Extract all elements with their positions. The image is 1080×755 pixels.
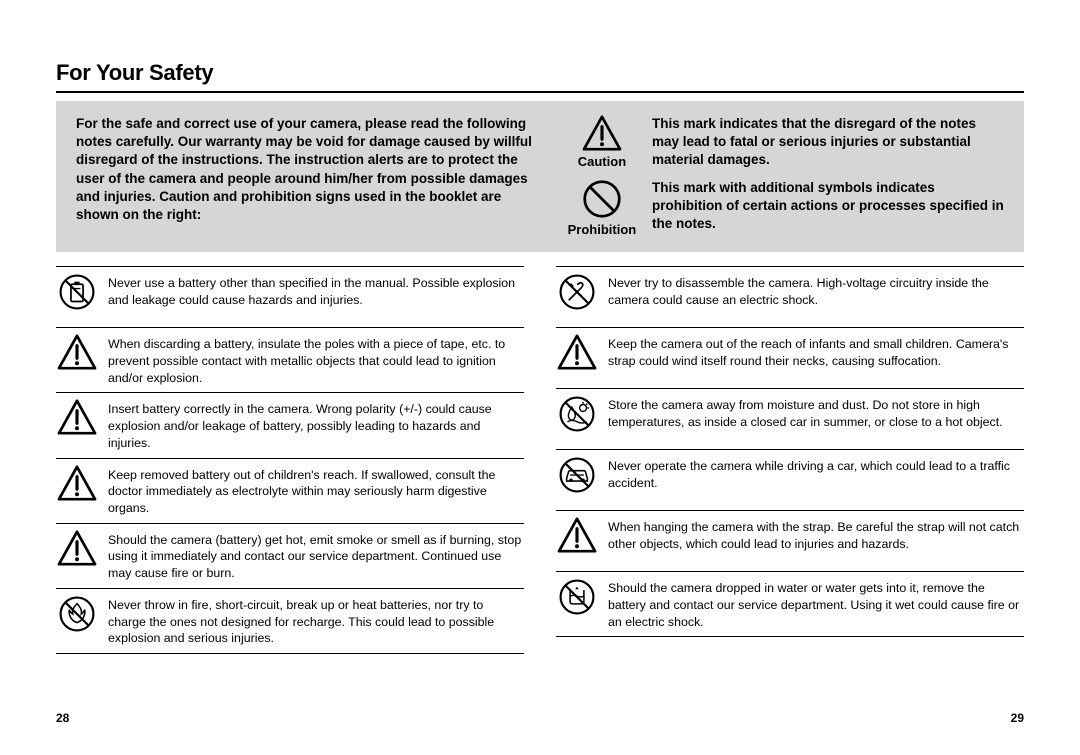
right-column: Never try to disassemble the camera. Hig… — [556, 266, 1024, 654]
warning-item: When hanging the camera with the strap. … — [556, 511, 1024, 571]
disassemble-prohibit-icon — [556, 273, 598, 311]
warning-item: Never use a battery other than specified… — [56, 267, 524, 327]
warning-item: Never throw in fire, short-circuit, brea… — [56, 589, 524, 653]
warning-text: Never throw in fire, short-circuit, brea… — [108, 595, 524, 647]
warning-text: Never use a battery other than specified… — [108, 273, 524, 308]
legend-caution-col: Caution — [566, 115, 638, 171]
warning-text: When hanging the camera with the strap. … — [608, 517, 1024, 552]
intro-box: For the safe and correct use of your cam… — [56, 101, 1024, 252]
warning-item: Insert battery correctly in the camera. … — [56, 393, 524, 457]
intro-text: For the safe and correct use of your cam… — [76, 115, 536, 238]
title-rule — [56, 91, 1024, 93]
page-title: For Your Safety — [56, 60, 1024, 86]
warning-text: Insert battery correctly in the camera. … — [108, 399, 524, 451]
warning-text: Keep removed battery out of children's r… — [108, 465, 524, 517]
warning-text: Store the camera away from moisture and … — [608, 395, 1024, 430]
legend-prohibition-col: Prohibition — [566, 179, 638, 239]
driving-prohibit-icon — [556, 456, 598, 494]
warning-item: Store the camera away from moisture and … — [556, 389, 1024, 449]
legend-caution-label: Caution — [566, 153, 638, 171]
warning-text: When discarding a battery, insulate the … — [108, 334, 524, 386]
separator — [556, 636, 1024, 637]
left-column: Never use a battery other than specified… — [56, 266, 524, 654]
page-number-left: 28 — [56, 711, 69, 725]
separator — [56, 653, 524, 654]
caution-icon — [56, 399, 98, 435]
warnings-columns: Never use a battery other than specified… — [56, 266, 1024, 654]
caution-icon — [556, 517, 598, 553]
warning-item: Should the camera (battery) get hot, emi… — [56, 524, 524, 588]
legend-caution-text: This mark indicates that the disregard o… — [652, 115, 1004, 170]
legend: Caution This mark indicates that the dis… — [566, 115, 1004, 238]
warning-item: Never operate the camera while driving a… — [556, 450, 1024, 510]
page-spread: For Your Safety For the safe and correct… — [0, 0, 1080, 755]
warning-text: Keep the camera out of the reach of infa… — [608, 334, 1024, 369]
legend-prohibition-label: Prohibition — [566, 221, 638, 239]
warning-item: Never try to disassemble the camera. Hig… — [556, 267, 1024, 327]
warning-item: Keep the camera out of the reach of infa… — [556, 328, 1024, 388]
warning-text: Should the camera (battery) get hot, emi… — [108, 530, 524, 582]
caution-icon — [56, 334, 98, 370]
warning-item: Keep removed battery out of children's r… — [56, 459, 524, 523]
warning-text: Never try to disassemble the camera. Hig… — [608, 273, 1024, 308]
caution-icon — [556, 334, 598, 370]
warning-text: Should the camera dropped in water or wa… — [608, 578, 1024, 630]
battery-prohibit-icon — [56, 273, 98, 311]
legend-prohibition: Prohibition This mark with additional sy… — [566, 179, 1004, 239]
warning-item: When discarding a battery, insulate the … — [56, 328, 524, 392]
caution-icon — [56, 530, 98, 566]
page-number-right: 29 — [1011, 711, 1024, 725]
moisture-prohibit-icon — [556, 395, 598, 433]
fire-prohibit-icon — [56, 595, 98, 633]
legend-caution: Caution This mark indicates that the dis… — [566, 115, 1004, 171]
caution-icon — [56, 465, 98, 501]
warning-text: Never operate the camera while driving a… — [608, 456, 1024, 491]
water-prohibit-icon — [556, 578, 598, 616]
legend-prohibition-text: This mark with additional symbols indica… — [652, 179, 1004, 234]
caution-icon — [582, 115, 622, 151]
prohibition-icon — [582, 179, 622, 219]
warning-item: Should the camera dropped in water or wa… — [556, 572, 1024, 636]
